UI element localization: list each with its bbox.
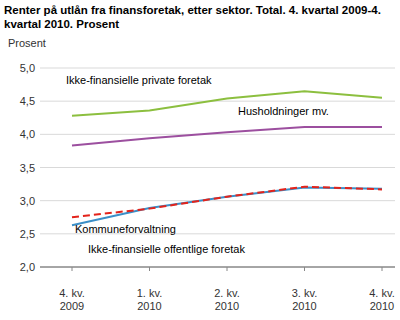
x-tick [304, 267, 305, 271]
series-line [72, 91, 382, 116]
series-label: Ikke-finansielle offentlige foretak [88, 243, 245, 255]
series-label: Kommuneforvaltning [75, 223, 176, 235]
x-tick-label: 4. kv.2009 [59, 287, 84, 312]
x-tick-label: 2. kv.2010 [214, 287, 239, 312]
series-label: Ikke-finansielle private foretak [66, 74, 212, 86]
grid-line [40, 267, 395, 268]
series-line [72, 127, 382, 146]
series-label: Husholdninger mv. [238, 105, 329, 117]
x-tick [382, 267, 383, 271]
y-tick-label: 3,0 [20, 195, 35, 207]
chart: Renter på utlån fra finansforetak, etter… [0, 0, 400, 320]
y-tick-label: 3,5 [20, 162, 35, 174]
x-tick-label: 4. kv.2010 [369, 287, 394, 312]
x-tick [72, 267, 73, 271]
x-tick [227, 267, 228, 271]
lines [72, 91, 382, 225]
y-tick-label: 2,5 [20, 228, 35, 240]
y-axis-label: Prosent [8, 37, 46, 49]
series-line [72, 187, 382, 218]
grid-line [40, 200, 395, 201]
series-line [72, 187, 382, 225]
y-tick-label: 5,0 [20, 62, 35, 74]
grid-line [40, 68, 395, 69]
x-axis [40, 267, 395, 268]
y-tick-label: 4,0 [20, 128, 35, 140]
x-tick-label: 3. kv.2010 [292, 287, 317, 312]
y-tick-label: 4,5 [20, 95, 35, 107]
x-tick-label: 1. kv.2010 [137, 287, 162, 312]
y-tick-label: 2,0 [20, 261, 35, 273]
title: Renter på utlån fra finansforetak, etter… [4, 4, 381, 30]
x-tick [149, 267, 150, 271]
grid-line [40, 167, 395, 168]
